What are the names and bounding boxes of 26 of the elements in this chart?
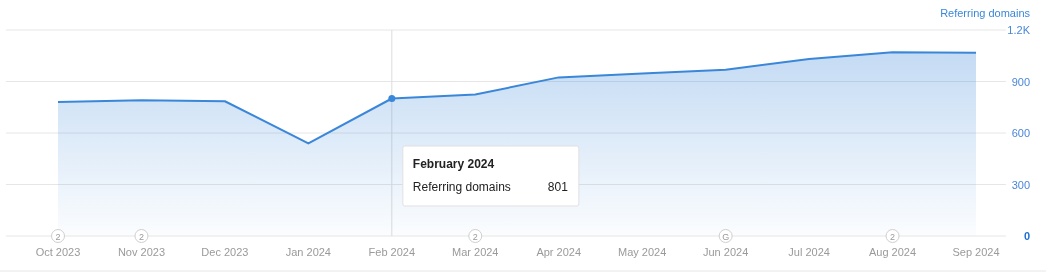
x-tick-label: Jun 2024 — [703, 246, 749, 258]
y-tick-label: 900 — [1011, 75, 1030, 88]
annotation: 2 — [890, 231, 896, 242]
y-tick-label: 600 — [1011, 127, 1030, 139]
x-tick-label: Jan 2024 — [285, 246, 331, 258]
x-tick-label: Apr 2024 — [536, 246, 582, 258]
annotation: 2 — [138, 231, 144, 242]
x-tick-label: Jul 2024 — [788, 246, 830, 258]
annotation: G — [722, 231, 730, 242]
annotation: 801 — [547, 180, 569, 194]
x-tick-label: Nov 2023 — [117, 246, 165, 258]
x-tick-label: Oct 2023 — [35, 246, 81, 258]
x-tick-label: Sep 2024 — [952, 246, 1000, 258]
y-tick-label: 300 — [1011, 178, 1030, 191]
x-tick-label: Feb 2024 — [368, 246, 416, 258]
y-tick-label: 1.2K — [1007, 24, 1031, 36]
x-tick-label: Aug 2024 — [868, 246, 917, 258]
annotation: 2 — [472, 231, 478, 242]
x-tick-label: May 2024 — [618, 246, 667, 258]
text: Referring domains — [940, 7, 1031, 19]
x-tick-label: Mar 2024 — [452, 246, 499, 258]
annotation: February 2024 — [412, 157, 495, 171]
y-tick-label: 0 — [1023, 230, 1030, 242]
annotation: 2 — [55, 231, 61, 242]
x-tick-label: Dec 2023 — [201, 246, 249, 258]
annotation: Referring domains — [412, 180, 511, 194]
